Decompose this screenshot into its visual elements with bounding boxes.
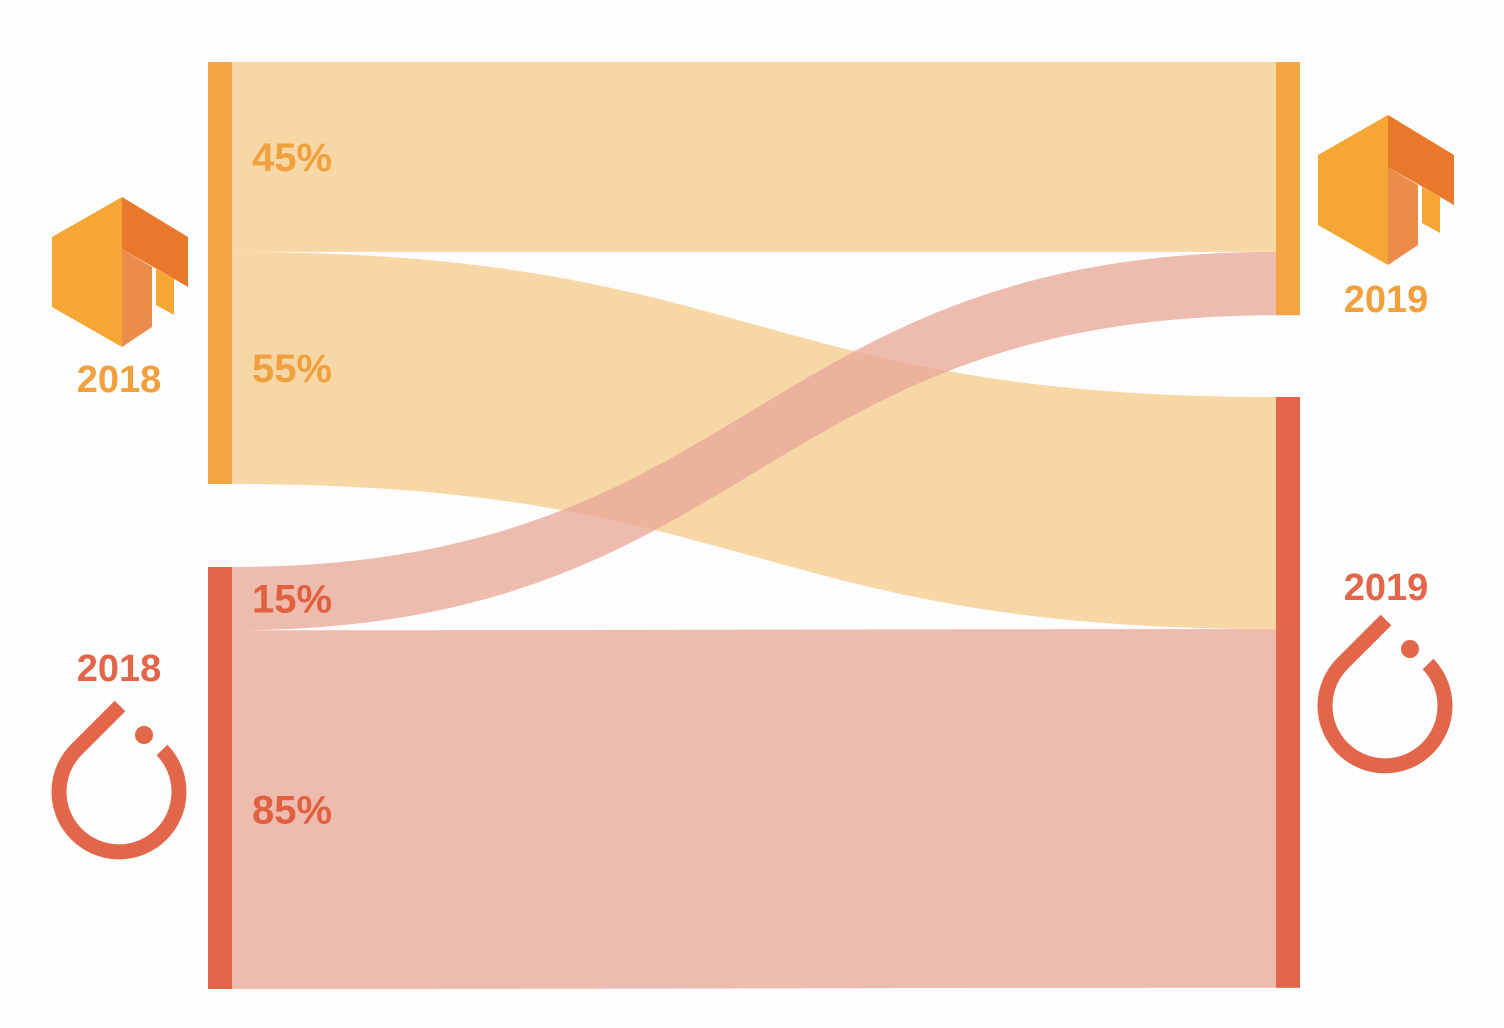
- tensorflow-logo-icon: [1318, 115, 1454, 265]
- flow-pt2018-to-pt2019: [232, 629, 1276, 989]
- pytorch-logo-icon: [51, 700, 187, 860]
- flows-layer: [232, 62, 1276, 989]
- flow-label-pt-tf: 15%: [252, 578, 332, 622]
- node-tf-2018: [208, 62, 232, 484]
- flow-label-tf-pt: 55%: [252, 347, 332, 391]
- node-tf-2019: [1276, 62, 1300, 316]
- year-label-pt-2019: 2019: [1344, 567, 1429, 609]
- flow-labels: 45% 55% 15% 85%: [252, 136, 332, 833]
- flow-tf2018-to-tf2019: [232, 62, 1276, 252]
- flow-pt2018-to-tf2019: [232, 251, 1276, 631]
- year-label-tf-2018: 2018: [77, 359, 162, 401]
- node-pt-2018: [208, 567, 232, 989]
- node-pt-2019: [1276, 397, 1300, 988]
- tensorflow-logo-icon: [52, 197, 188, 347]
- year-label-tf-2019: 2019: [1344, 279, 1429, 321]
- nodes-layer: [208, 62, 1300, 989]
- pytorch-logo-icon: [1317, 614, 1453, 774]
- year-label-pt-2018: 2018: [77, 648, 162, 690]
- flow-label-pt-pt: 85%: [252, 789, 332, 833]
- flow-label-tf-tf: 45%: [252, 136, 332, 180]
